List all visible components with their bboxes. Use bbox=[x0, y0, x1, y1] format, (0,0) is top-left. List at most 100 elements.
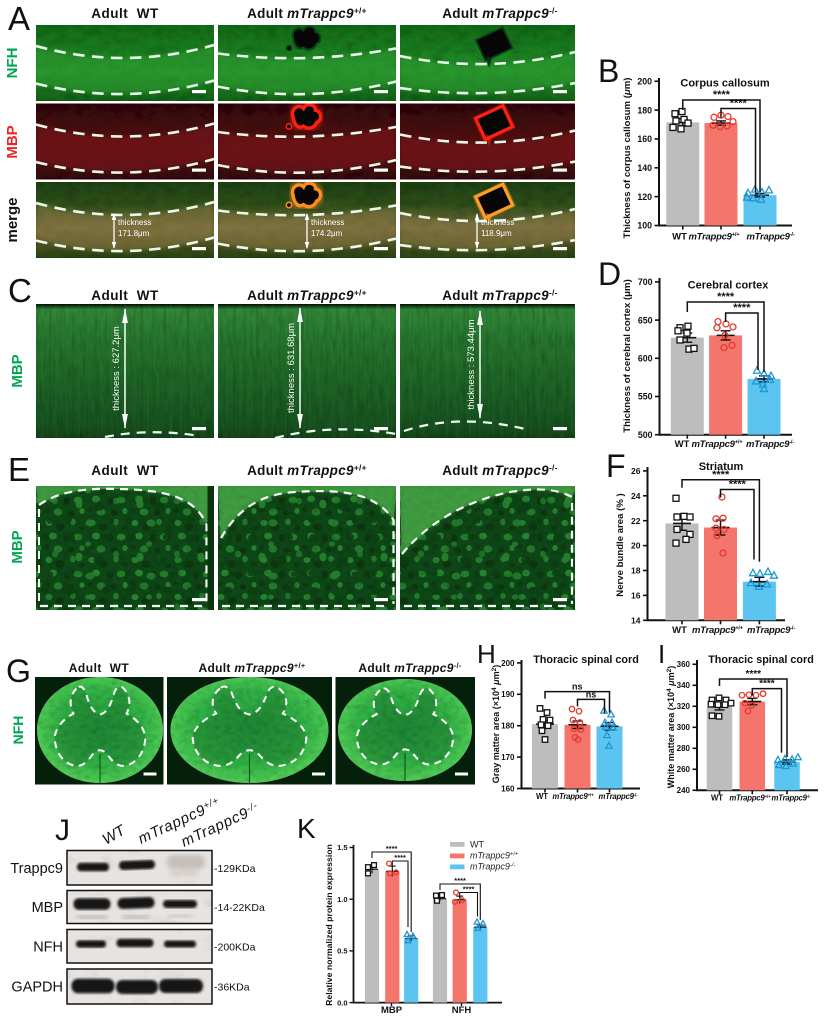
svg-text:-36KDa: -36KDa bbox=[214, 982, 250, 994]
svg-text:Adult mTrappc9-/-: Adult mTrappc9-/- bbox=[358, 661, 461, 675]
svg-text:500: 500 bbox=[638, 430, 653, 440]
svg-text:****: **** bbox=[394, 853, 406, 862]
svg-text:NFH: NFH bbox=[4, 48, 21, 79]
svg-text:mTrappc9-/-: mTrappc9-/- bbox=[772, 794, 812, 803]
svg-text:thickness : 631.68μm: thickness : 631.68μm bbox=[286, 323, 297, 413]
svg-text:120: 120 bbox=[637, 192, 652, 202]
svg-text:thickness : 627.2μm: thickness : 627.2μm bbox=[111, 326, 122, 411]
svg-text:A: A bbox=[8, 0, 30, 37]
svg-text:D: D bbox=[598, 256, 621, 292]
svg-text:1.5: 1.5 bbox=[337, 843, 347, 852]
svg-text:mTrappc9+/+: mTrappc9+/+ bbox=[552, 792, 594, 801]
svg-text:18: 18 bbox=[631, 566, 641, 576]
svg-text:E: E bbox=[8, 451, 30, 488]
svg-text:****: **** bbox=[454, 876, 466, 885]
svg-text:200: 200 bbox=[501, 659, 515, 668]
svg-text:Adult WT: Adult WT bbox=[91, 6, 159, 21]
svg-text:180: 180 bbox=[637, 105, 652, 115]
svg-text:thickness: thickness bbox=[118, 218, 151, 227]
svg-text:Thickness of corpus callosum (: Thickness of corpus callosum (μm) bbox=[622, 78, 633, 239]
svg-text:0.0: 0.0 bbox=[337, 998, 347, 1007]
svg-text:Adult mTrappc9-/-: Adult mTrappc9-/- bbox=[442, 5, 558, 21]
svg-text:Adult mTrappc9+/+: Adult mTrappc9+/+ bbox=[247, 5, 367, 21]
svg-text:200: 200 bbox=[637, 76, 652, 86]
svg-text:****: **** bbox=[713, 89, 731, 101]
svg-text:****: **** bbox=[759, 679, 775, 690]
svg-text:171.8μm: 171.8μm bbox=[118, 229, 150, 238]
svg-text:****: **** bbox=[717, 291, 735, 303]
svg-text:20: 20 bbox=[631, 541, 641, 551]
svg-text:WT: WT bbox=[470, 840, 484, 850]
svg-text:thickness: thickness bbox=[311, 218, 344, 227]
svg-text:****: **** bbox=[386, 844, 398, 853]
svg-text:0.5: 0.5 bbox=[337, 947, 347, 956]
svg-text:NFH: NFH bbox=[10, 716, 26, 745]
svg-text:170: 170 bbox=[501, 753, 515, 762]
svg-text:Adult WT: Adult WT bbox=[69, 661, 130, 675]
svg-text:WT: WT bbox=[536, 792, 548, 801]
svg-text:Cerebral cortex: Cerebral cortex bbox=[688, 280, 770, 292]
svg-text:MBP: MBP bbox=[9, 354, 26, 387]
svg-text:****: **** bbox=[712, 469, 730, 481]
svg-text:700: 700 bbox=[638, 277, 653, 287]
svg-text:ns: ns bbox=[572, 682, 583, 692]
svg-text:-200KDa: -200KDa bbox=[214, 941, 256, 953]
svg-text:Thickness of cerebral cortex (: Thickness of cerebral cortex (μm) bbox=[622, 279, 633, 433]
svg-text:White matter area (×104 μm2): White matter area (×104 μm2) bbox=[666, 666, 677, 789]
svg-text:****: **** bbox=[729, 479, 747, 491]
svg-text:mTrappc9-/-: mTrappc9-/- bbox=[599, 792, 639, 801]
svg-text:mTrappc9+/+: mTrappc9+/+ bbox=[470, 851, 519, 861]
svg-text:NFH: NFH bbox=[33, 939, 63, 955]
svg-text:F: F bbox=[606, 448, 626, 484]
svg-text:B: B bbox=[598, 53, 619, 89]
svg-text:100: 100 bbox=[637, 221, 652, 231]
svg-text:600: 600 bbox=[638, 353, 653, 363]
svg-text:14: 14 bbox=[631, 615, 641, 625]
svg-text:140: 140 bbox=[637, 163, 652, 173]
svg-text:Adult WT: Adult WT bbox=[91, 463, 159, 478]
svg-text:300: 300 bbox=[677, 723, 691, 732]
svg-text:WT: WT bbox=[672, 232, 687, 243]
svg-text:mTrappc9+/+: mTrappc9+/+ bbox=[691, 439, 743, 450]
svg-text:****: **** bbox=[730, 98, 748, 110]
svg-text:Striatum: Striatum bbox=[699, 461, 744, 473]
svg-text:16: 16 bbox=[631, 590, 641, 600]
svg-text:Adult WT: Adult WT bbox=[91, 288, 159, 303]
svg-text:****: **** bbox=[463, 885, 475, 894]
svg-text:****: **** bbox=[733, 302, 751, 314]
svg-text:J: J bbox=[55, 814, 70, 847]
svg-text:Nerve bundle area (% ): Nerve bundle area (% ) bbox=[615, 493, 626, 596]
svg-text:MBP: MBP bbox=[9, 530, 26, 563]
svg-text:thickness: thickness bbox=[481, 218, 514, 227]
svg-text:mTrappc9-/-: mTrappc9-/- bbox=[470, 862, 515, 872]
svg-text:C: C bbox=[8, 272, 32, 309]
svg-text:Thoracic spinal cord: Thoracic spinal cord bbox=[533, 654, 639, 666]
svg-text:160: 160 bbox=[637, 134, 652, 144]
svg-text:mTrappc9+/+: mTrappc9+/+ bbox=[692, 625, 744, 636]
svg-text:MBP: MBP bbox=[4, 125, 21, 158]
svg-text:-129KDa: -129KDa bbox=[214, 863, 256, 875]
svg-text:1.0: 1.0 bbox=[337, 895, 347, 904]
svg-text:WT: WT bbox=[711, 794, 723, 803]
svg-text:650: 650 bbox=[638, 315, 653, 325]
svg-text:mTrappc9-/-: mTrappc9-/- bbox=[746, 232, 794, 243]
svg-text:NFH: NFH bbox=[452, 1005, 472, 1016]
svg-text:Trappc9: Trappc9 bbox=[10, 861, 63, 877]
svg-text:26: 26 bbox=[631, 466, 641, 476]
svg-text:MBP: MBP bbox=[381, 1005, 403, 1016]
svg-text:mTrappc9-/-: mTrappc9-/- bbox=[747, 625, 795, 636]
svg-text:merge: merge bbox=[4, 197, 21, 242]
svg-text:320: 320 bbox=[677, 702, 691, 711]
svg-text:WT: WT bbox=[675, 439, 690, 450]
svg-text:Gray matter area (×104 μm2): Gray matter area (×104 μm2) bbox=[491, 665, 502, 784]
svg-text:I: I bbox=[658, 639, 665, 669]
svg-text:260: 260 bbox=[677, 765, 691, 774]
svg-text:160: 160 bbox=[501, 784, 515, 793]
svg-text:WT: WT bbox=[672, 625, 687, 636]
svg-text:Thoracic spinal cord: Thoracic spinal cord bbox=[708, 654, 814, 666]
svg-text:Adult mTrappc9+/+: Adult mTrappc9+/+ bbox=[199, 661, 306, 675]
svg-text:190: 190 bbox=[501, 690, 515, 699]
svg-text:thickness : 573.44μm: thickness : 573.44μm bbox=[466, 319, 477, 409]
svg-text:Adult mTrappc9+/+: Adult mTrappc9+/+ bbox=[247, 287, 367, 303]
svg-text:Relative normalized protein ex: Relative normalized protein expression bbox=[324, 844, 334, 1006]
